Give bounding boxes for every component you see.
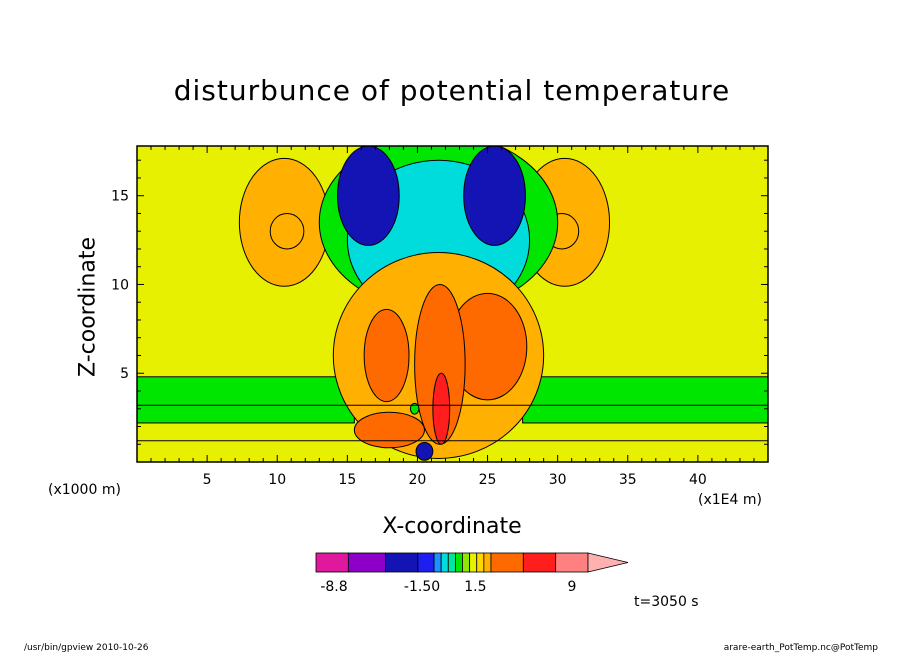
colorbar-label: -1.50 [404,579,440,595]
colorbar-label: 1.5 [464,579,486,595]
colorbar-swatch [469,552,478,573]
cool-cell [415,441,434,461]
contour-band [522,376,768,424]
x-tick-label: 40 [689,472,707,488]
x-tick-label: 5 [203,472,212,488]
y-axis-label: Z-coordinate [75,237,101,377]
x-tick-label: 25 [479,472,497,488]
cool-cell [409,402,420,415]
x-tick-label: 35 [619,472,637,488]
cool-cell [463,146,526,246]
footer-file: arare-earth_PotTemp.nc@PotTemp [723,643,878,653]
warm-cell [432,372,451,445]
colorbar-label: -8.8 [320,579,347,595]
colorbar-arrow [587,552,629,573]
plot-frame [136,145,769,463]
time-label: t=3050 s [634,594,699,610]
colorbar-swatch [522,552,557,573]
contour-band [137,376,355,424]
colorbar-swatch [447,552,456,573]
y-tick-label: 5 [120,366,129,382]
x-scale-label: (x1000 m) [48,482,121,498]
x-tick-label: 15 [338,472,356,488]
footer-command: /usr/bin/gpview 2010-10-26 [24,643,149,653]
colorbar-swatch [385,552,419,573]
x-axis-label: X-coordinate [382,514,522,539]
colorbar-swatch [417,552,435,573]
colorbar-swatch [555,552,589,573]
x-tick-label: 10 [268,472,286,488]
colorbar-label: 9 [568,579,577,595]
y-tick-label: 15 [111,189,129,205]
colorbar-swatch [483,552,492,573]
warm-cell [269,212,305,250]
cool-cell [337,146,400,246]
warm-cell [363,308,410,403]
y-tick-label: 10 [111,277,129,293]
colorbar-swatch [490,552,524,573]
x-unit-label: (x1E4 m) [698,492,762,508]
colorbar-swatch [433,552,442,573]
x-tick-label: 20 [409,472,427,488]
colorbar-swatch [454,552,463,573]
colorbar-swatch [440,552,449,573]
colorbar-swatch [347,552,386,573]
colorbar-swatch [462,552,471,573]
chart-title: disturbunce of potential temperature [173,74,731,107]
warm-cell [353,411,425,449]
x-tick-label: 30 [549,472,567,488]
colorbar-swatch [315,552,349,573]
colorbar-swatch [476,552,485,573]
